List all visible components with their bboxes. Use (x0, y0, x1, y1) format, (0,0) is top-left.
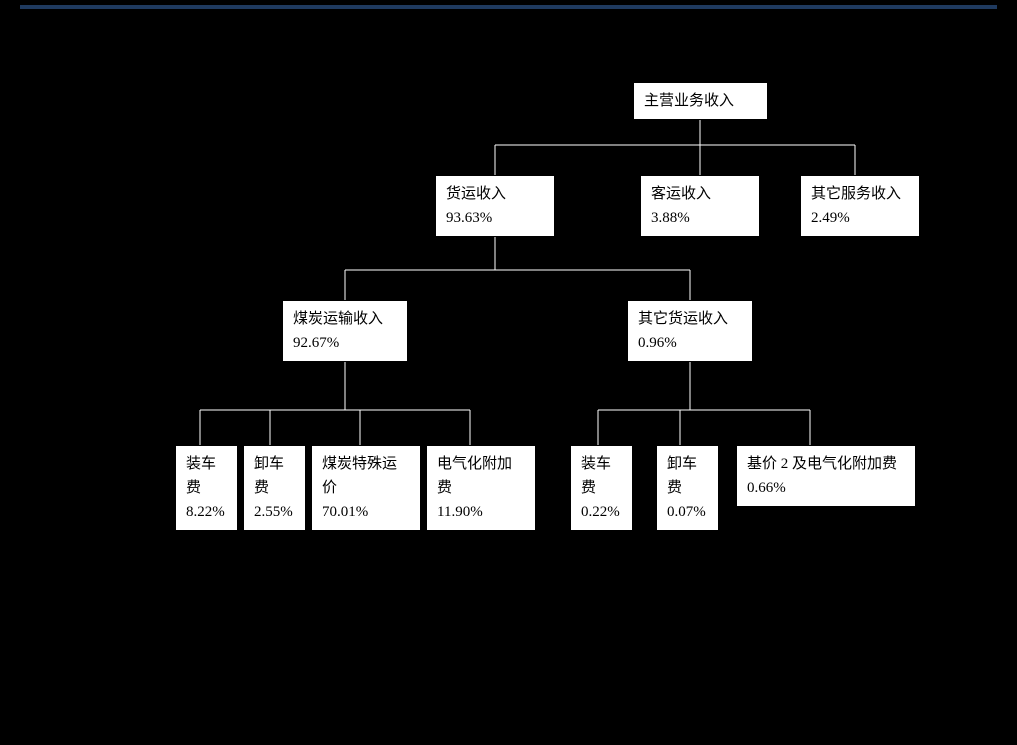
node-label: 煤炭运输收入 (293, 307, 397, 331)
header-divider (20, 5, 997, 9)
node-label: 卸车费 (254, 452, 295, 500)
node-label: 电气化附加费 (437, 452, 525, 500)
node-value: 0.66% (747, 476, 905, 500)
node-value: 11.90% (437, 500, 525, 524)
node-label: 煤炭特殊运价 (322, 452, 410, 500)
node-label: 其它服务收入 (811, 182, 909, 206)
node-coal-transport: 煤炭运输收入 92.67% (282, 300, 408, 362)
node-unloading-left: 卸车费 2.55% (243, 445, 306, 531)
node-unloading-right: 卸车费 0.07% (656, 445, 719, 531)
node-value: 0.96% (638, 331, 742, 355)
node-value: 92.67% (293, 331, 397, 355)
node-value: 70.01% (322, 500, 410, 524)
node-value: 2.55% (254, 500, 295, 524)
node-loading-right: 装车费 0.22% (570, 445, 633, 531)
node-other-freight: 其它货运收入 0.96% (627, 300, 753, 362)
node-other-service: 其它服务收入 2.49% (800, 175, 920, 237)
node-passenger: 客运收入 3.88% (640, 175, 760, 237)
node-value: 0.22% (581, 500, 622, 524)
node-loading-left: 装车费 8.22% (175, 445, 238, 531)
node-base-electrification: 基价 2 及电气化附加费 0.66% (736, 445, 916, 507)
node-label: 装车费 (186, 452, 227, 500)
node-label: 货运收入 (446, 182, 544, 206)
node-label: 客运收入 (651, 182, 749, 206)
node-label: 卸车费 (667, 452, 708, 500)
node-coal-special: 煤炭特殊运价 70.01% (311, 445, 421, 531)
node-root: 主营业务收入 (633, 82, 768, 120)
node-freight: 货运收入 93.63% (435, 175, 555, 237)
node-label: 主营业务收入 (644, 89, 757, 113)
node-value: 2.49% (811, 206, 909, 230)
node-value: 8.22% (186, 500, 227, 524)
node-electrification: 电气化附加费 11.90% (426, 445, 536, 531)
connector-lines (0, 0, 1017, 745)
node-value: 3.88% (651, 206, 749, 230)
node-value: 0.07% (667, 500, 708, 524)
node-value: 93.63% (446, 206, 544, 230)
node-label: 其它货运收入 (638, 307, 742, 331)
node-label: 装车费 (581, 452, 622, 500)
node-label: 基价 2 及电气化附加费 (747, 452, 905, 476)
